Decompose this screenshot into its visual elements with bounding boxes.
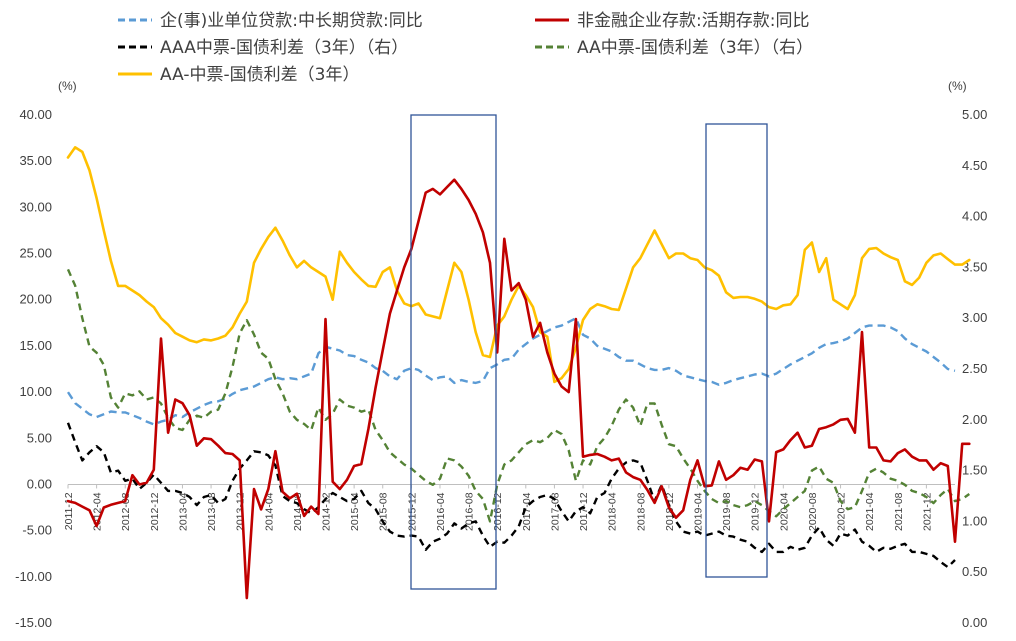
legend-label-2: AAA中票-国债利差（3年）（右） <box>160 38 408 58</box>
left-tick-label: -15.00 <box>15 615 52 630</box>
right-tick-label: 3.00 <box>962 310 987 325</box>
series-line-0 <box>66 317 956 426</box>
x-tick-label: 2020-04 <box>778 492 790 531</box>
x-tick-label: 2015-12 <box>406 492 418 531</box>
left-tick-label: 40.00 <box>19 107 52 122</box>
series-line-3 <box>66 268 970 523</box>
x-tick-label: 2012-12 <box>149 492 161 531</box>
right-tick-label: 0.00 <box>962 615 987 630</box>
x-tick-label: 2015-08 <box>378 492 390 531</box>
right-axis-unit-label: (%) <box>948 79 967 93</box>
x-tick-label: 2011-12 <box>63 492 75 530</box>
right-tick-label: 0.50 <box>962 564 987 579</box>
x-tick-label: 2016-12 <box>492 492 504 531</box>
highlight-box-2016 <box>410 114 497 590</box>
right-tick-label: 1.00 <box>962 513 987 528</box>
left-tick-label: 0.00 <box>27 476 52 491</box>
x-tick-label: 2013-08 <box>206 492 218 531</box>
legend-label-3: AA中票-国债利差（3年）（右） <box>577 38 813 58</box>
left-tick-label: -5.00 <box>22 523 52 538</box>
x-tick-label: 2017-04 <box>521 492 533 531</box>
x-tick-label: 2020-08 <box>807 492 819 531</box>
left-tick-label: 15.00 <box>19 338 52 353</box>
x-tick-label: 2019-12 <box>750 492 762 531</box>
right-tick-label: 4.00 <box>962 209 987 224</box>
left-tick-label: 25.00 <box>19 246 52 261</box>
highlight-box-2019 <box>705 123 768 578</box>
legend-label-4: AA-中票-国债利差（3年） <box>160 65 359 85</box>
series-line-2 <box>66 422 956 569</box>
x-tick-label: 2019-04 <box>692 492 704 531</box>
left-tick-label: 5.00 <box>27 430 52 445</box>
right-tick-label: 2.00 <box>962 412 987 427</box>
x-tick-label: 2021-12 <box>921 492 933 531</box>
right-axis-ticks: 5.00 4.50 4.00 3.50 3.00 2.50 2.00 1.50 1.00 0.50… <box>962 107 987 630</box>
x-tick-label: 2021-04 <box>864 492 876 531</box>
left-tick-label: 20.00 <box>19 292 52 307</box>
right-tick-label: 2.50 <box>962 361 987 376</box>
series-lines <box>66 146 971 600</box>
x-tick-label: 2016-04 <box>435 492 447 531</box>
left-tick-label: 30.00 <box>19 199 52 214</box>
x-tick-label: 2020-12 <box>836 492 848 531</box>
x-tick-label: 2018-08 <box>635 492 647 531</box>
legend-label-0: 企(事)业单位贷款:中长期贷款:同比 <box>160 11 423 31</box>
x-tick-label: 2014-04 <box>263 492 275 531</box>
right-tick-label: 4.50 <box>962 158 987 173</box>
series-line-4 <box>66 146 971 384</box>
left-axis-unit-label: (%) <box>58 79 77 93</box>
chart-legend: 企(事)业单位贷款:中长期贷款:同比 非金融企业存款:活期存款:同比 AAA中票-国… <box>118 11 813 85</box>
left-tick-label: 35.00 <box>19 153 52 168</box>
x-tick-label: 2019-08 <box>721 492 733 531</box>
x-tick-label: 2018-04 <box>607 492 619 531</box>
x-tick-label: 2015-04 <box>349 492 361 531</box>
x-tick-label: 2021-08 <box>893 492 905 531</box>
right-tick-label: 5.00 <box>962 107 987 122</box>
left-tick-label: -10.00 <box>15 569 52 584</box>
right-tick-label: 3.50 <box>962 259 987 274</box>
series-line-1 <box>66 178 971 600</box>
x-tick-label: 2017-08 <box>549 492 561 531</box>
x-tick-label: 2017-12 <box>578 492 590 531</box>
legend-label-1: 非金融企业存款:活期存款:同比 <box>577 11 809 31</box>
right-tick-label: 1.50 <box>962 463 987 478</box>
x-tick-label: 2013-04 <box>177 492 189 531</box>
left-axis-ticks: 40.00 35.00 30.00 25.00 20.00 15.00 10.00 5.00 0… <box>15 107 52 630</box>
left-tick-label: 10.00 <box>19 384 52 399</box>
